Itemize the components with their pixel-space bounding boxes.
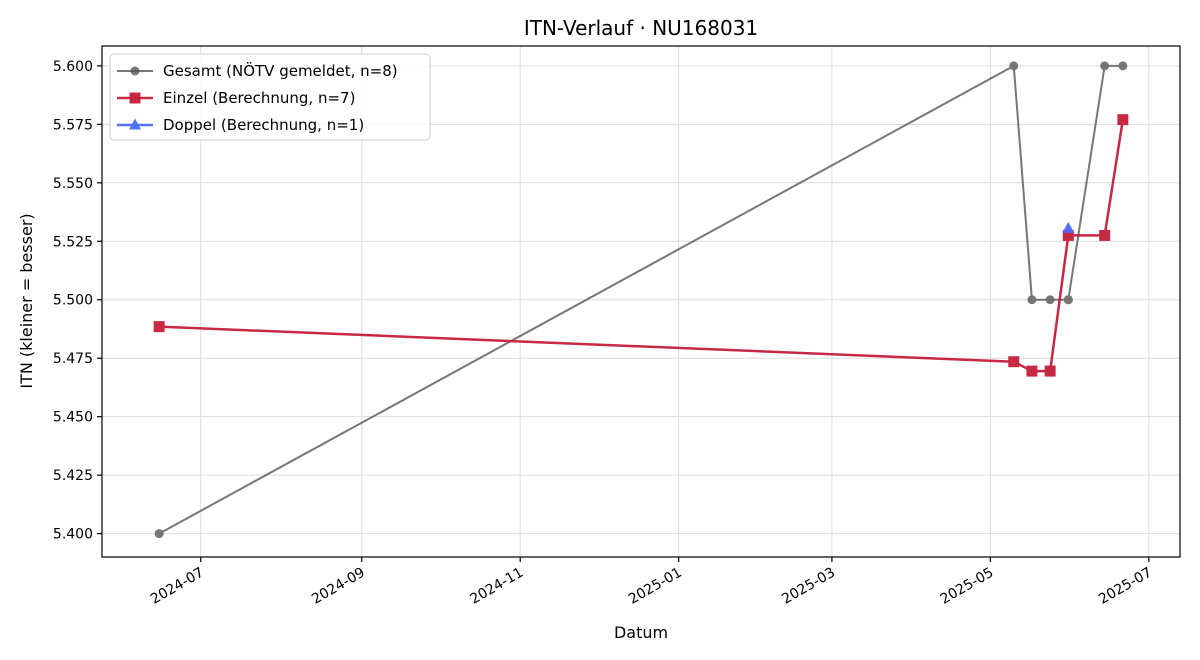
legend-marker: [129, 118, 141, 130]
x-tick-label: 2025-03: [779, 565, 838, 608]
x-tick-label: 2024-09: [309, 565, 368, 608]
data-point: [153, 321, 165, 333]
legend-label: Gesamt (NÖTV gemeldet, n=8): [163, 61, 398, 80]
legend: Gesamt (NÖTV gemeldet, n=8) Einzel (Berec…: [109, 53, 431, 141]
x-axis-label: Datum: [614, 623, 668, 642]
legend-box: [109, 53, 431, 141]
x-tick-label: 2024-07: [148, 565, 207, 608]
x-tick-label: 2024-11: [468, 565, 527, 608]
chart-title: ITN-Verlauf · NU168031: [524, 16, 758, 40]
y-tick-label: 5.600: [53, 59, 93, 75]
series-circle: [154, 61, 1128, 539]
data-point: [1100, 61, 1110, 71]
y-tick-label: 5.550: [53, 176, 93, 192]
legend-label: Doppel (Berechnung, n=1): [163, 116, 364, 134]
legend-marker: [130, 66, 140, 76]
data-point: [1027, 295, 1037, 305]
plot-series: [153, 61, 1129, 539]
data-point: [1026, 365, 1038, 377]
x-tick-label: 2025-05: [938, 565, 997, 608]
y-tick-label: 5.500: [53, 293, 93, 309]
y-tick-label: 5.525: [53, 234, 93, 250]
y-tick-label: 5.425: [53, 468, 93, 484]
series-line: [159, 119, 1125, 373]
data-point: [1099, 229, 1111, 241]
data-point: [1008, 356, 1020, 368]
series-triangle: [1062, 221, 1075, 233]
x-tick-label: 2025-07: [1096, 565, 1155, 608]
data-point: [1117, 114, 1129, 126]
data-point: [1118, 61, 1128, 71]
axes: 5.400 5.425 5.450 5.475 5.500 5.525 5.550 5.575…: [53, 59, 1155, 608]
data-point: [1062, 221, 1075, 233]
y-tick-label: 5.575: [53, 117, 93, 133]
y-tick-label: 5.400: [53, 527, 93, 543]
series-square: [153, 114, 1129, 377]
data-point: [154, 529, 164, 539]
legend-marker: [129, 92, 141, 104]
plot-frame: [101, 45, 1181, 558]
legend-label: Einzel (Berechnung, n=7): [163, 89, 355, 107]
y-axis-label: ITN (kleiner = besser): [17, 213, 36, 388]
x-tick-label: 2025-01: [626, 565, 685, 608]
y-tick-label: 5.475: [53, 351, 93, 367]
data-point: [1009, 61, 1019, 71]
data-point: [1063, 295, 1073, 305]
data-point: [1062, 229, 1074, 241]
y-tick-label: 5.450: [53, 410, 93, 426]
data-point: [1044, 365, 1056, 377]
data-point: [1045, 295, 1055, 305]
